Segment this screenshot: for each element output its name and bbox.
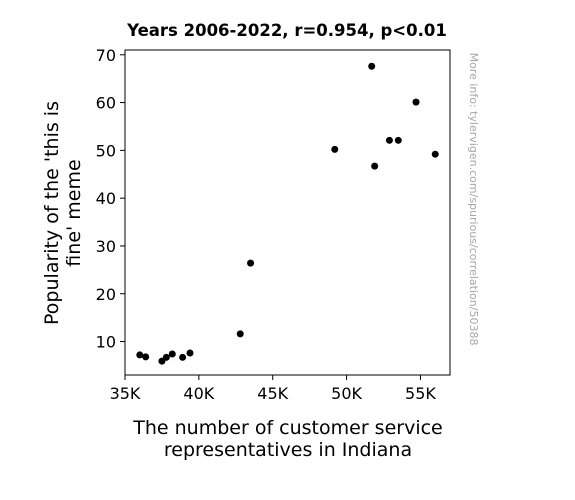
x-tick-label: 45K (257, 384, 288, 403)
x-axis-label-line-1: The number of customer service (132, 417, 443, 439)
data-point (371, 162, 379, 170)
data-point (431, 150, 439, 158)
y-tick-label: 10 (96, 333, 116, 352)
data-point (136, 351, 144, 359)
y-axis: 10 20 30 40 50 60 70 (96, 46, 125, 352)
y-tick-label: 50 (96, 141, 116, 160)
data-points (136, 62, 439, 365)
plot-area (124, 49, 451, 376)
x-axis: 35K 40K 45K 50K 55K (110, 375, 436, 403)
y-tick-label: 30 (96, 237, 116, 256)
y-tick-label: 20 (96, 285, 116, 304)
x-tick-label: 40K (183, 384, 214, 403)
data-point (186, 349, 194, 357)
chart-title: Years 2006-2022, r=0.954, p<0.01 (126, 21, 447, 40)
data-point (162, 353, 170, 361)
data-point (168, 350, 176, 358)
y-axis-label-line-1: Popularity of the 'this is (41, 101, 63, 325)
y-tick-label: 40 (96, 189, 116, 208)
watermark-text: More info: tylervigen.com/spurious/corre… (467, 53, 480, 346)
x-axis-label-line-2: representatives in Indiana (164, 439, 412, 461)
data-point (247, 259, 255, 267)
data-point (142, 353, 150, 361)
data-point (394, 136, 402, 144)
y-axis-label-line-2: fine' meme (63, 159, 85, 266)
y-tick-label: 70 (96, 46, 116, 65)
x-tick-label: 55K (405, 384, 436, 403)
data-point (385, 136, 393, 144)
data-point (179, 353, 187, 361)
y-tick-label: 60 (96, 94, 116, 113)
data-point (412, 98, 420, 106)
data-point (331, 145, 339, 153)
data-point (368, 62, 376, 70)
x-tick-label: 50K (331, 384, 362, 403)
x-tick-label: 35K (110, 384, 141, 403)
data-point (236, 330, 244, 338)
